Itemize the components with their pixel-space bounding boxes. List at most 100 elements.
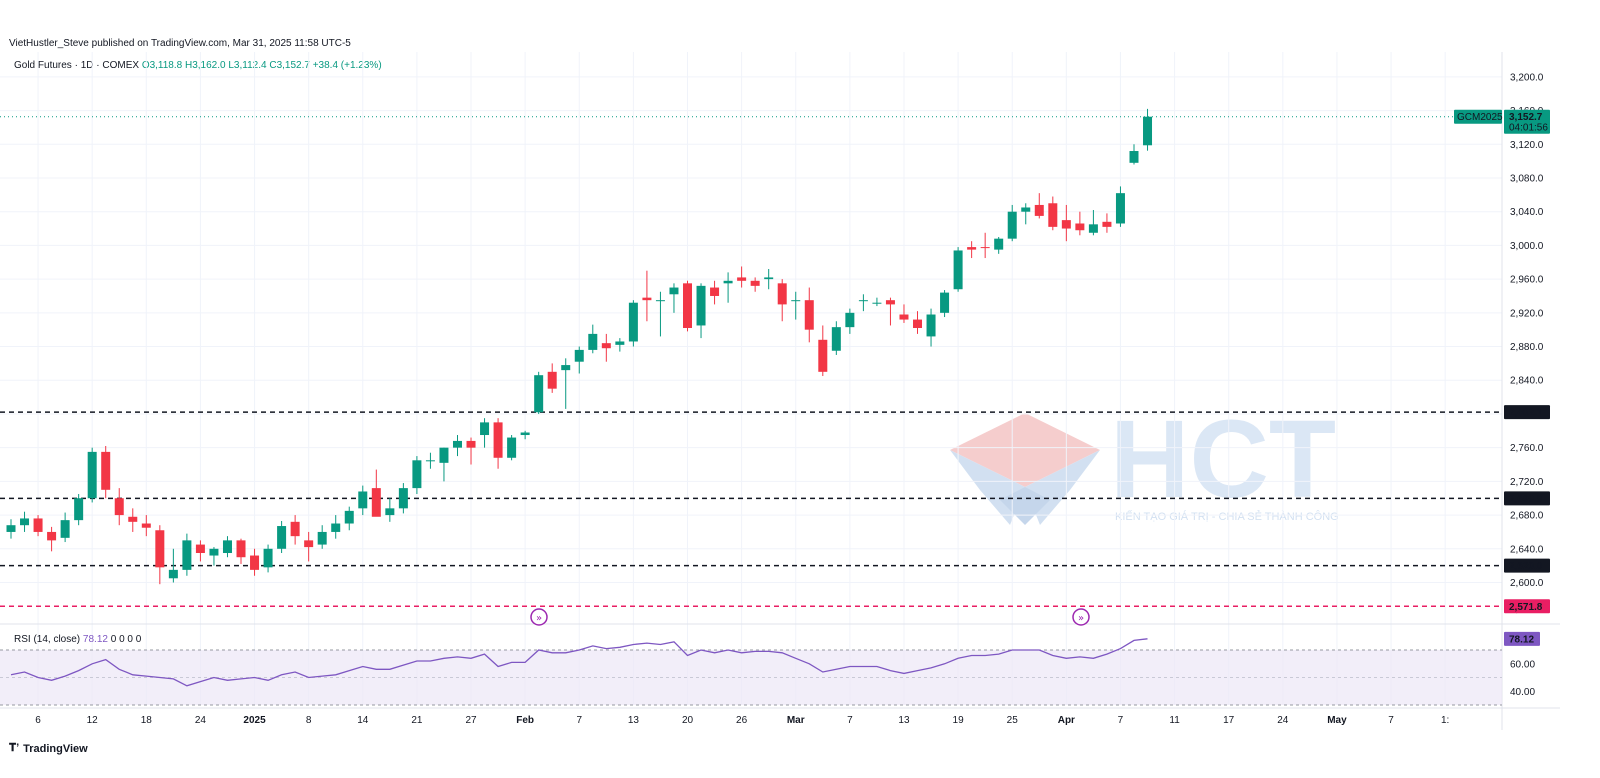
candle-body [1007, 211, 1017, 239]
time-tick-label: 18 [141, 715, 153, 726]
tradingview-icon: 𝐓’ [9, 742, 20, 754]
candle-body [425, 460, 435, 462]
candle-body [574, 349, 584, 362]
rsi-legend: RSI (14, close) 78.12 0 0 0 0 [14, 634, 141, 645]
hct-slogan: KIẾN TẠO GIÁ TRỊ - CHIA SẺ THÀNH CÔNG [1115, 510, 1339, 523]
price-tick-label: 2,720.0 [1510, 477, 1544, 488]
event-marker-jan-circle [530, 608, 548, 626]
candle-body [710, 287, 720, 296]
candle-body [1129, 151, 1139, 163]
high-value: H3,162.0 [185, 60, 226, 71]
candle-body [655, 300, 665, 302]
time-axis[interactable]: 6 12 18 24 2025 8 14 21 27 Feb 7 13 20 26 Mar 7 13 19 25 Ap… [35, 715, 1449, 726]
price-tick-label: 2,920.0 [1510, 308, 1544, 319]
price-tick-label: 3,040.0 [1510, 207, 1544, 218]
candles [6, 108, 1153, 585]
candle-body [764, 277, 774, 280]
price-tick-label: 3,080.0 [1510, 173, 1544, 184]
horizontal-levels [0, 116, 1502, 608]
time-tick-label: 11 [1169, 715, 1180, 726]
symbol-tag-label: GCM2025 [1457, 112, 1503, 123]
time-tick-label: 26 [736, 715, 748, 726]
candle-body [520, 432, 530, 436]
level-price-tag [1504, 599, 1550, 614]
price-axis[interactable]: 2,600.02,640.02,680.02,720.02,760.02,800… [1510, 72, 1544, 615]
candle-body [994, 238, 1004, 250]
candle-body [683, 283, 692, 328]
rsi-name: RSI (14, close) [14, 634, 81, 645]
candle-body [33, 518, 43, 532]
price-tick-label: 3,120.0 [1510, 140, 1544, 151]
rsi-tick-label: 60.00 [1510, 659, 1535, 670]
candle-body [182, 540, 192, 570]
candle-body [290, 521, 300, 537]
time-tick-label: 2025 [243, 715, 266, 726]
rsi-line [10, 638, 1148, 687]
candle-body [141, 523, 151, 528]
candle-body [642, 297, 652, 301]
candle-body [277, 526, 287, 549]
price-tick-label: 2,680.0 [1510, 511, 1544, 522]
symbol-tag [1454, 109, 1502, 124]
candle-body [872, 302, 882, 304]
time-tick-label: 13 [898, 715, 910, 726]
change-value: +38.4 (+1.23%) [312, 60, 382, 71]
candle-body [195, 544, 205, 554]
candle-body [1115, 193, 1125, 224]
candle-body [534, 375, 544, 413]
time-tick-label: 24 [195, 715, 207, 726]
candle-body [412, 460, 422, 489]
countdown-label: 04:01:56 [1509, 123, 1548, 134]
time-tick-label: Feb [516, 715, 534, 726]
hct-logo-text: HCT [1110, 398, 1336, 521]
candle-body [777, 283, 787, 305]
candle-body [723, 280, 733, 284]
time-tick-label: 20 [682, 715, 694, 726]
hct-logo-diamond-left [950, 450, 1025, 525]
candle-body [344, 510, 354, 524]
forward-icon: » [1078, 613, 1084, 624]
candle-body [439, 447, 449, 463]
candle-body [804, 300, 814, 330]
candle-body [737, 277, 747, 281]
candle-body [128, 516, 138, 522]
candle-body [1034, 204, 1044, 216]
time-tick-label: May [1327, 715, 1347, 726]
forward-icon: » [536, 613, 542, 624]
rsi-axis[interactable]: 40.00 60.00 [1510, 659, 1535, 698]
price-tick-label: 3,200.0 [1510, 72, 1544, 83]
candle-body [953, 250, 963, 290]
candle-body [885, 300, 895, 305]
time-tick-label: Mar [787, 715, 805, 726]
candle-body [317, 531, 327, 545]
publisher-line: VietHustler_Steve published on TradingVi… [9, 38, 351, 49]
event-marker-mar[interactable]: » [1072, 608, 1090, 626]
candle-body [60, 520, 70, 538]
time-tick-label: 13 [628, 715, 640, 726]
symbol-legend: Gold Futures · 1D · COMEX O3,118.8 H3,16… [14, 60, 382, 71]
last-price-label: 3,152.7 [1509, 112, 1543, 123]
candle-body [980, 247, 990, 249]
time-tick-label: 7 [847, 715, 853, 726]
hct-logo-diamond-right [1025, 450, 1100, 525]
candle-body [547, 371, 557, 389]
candle-body [967, 247, 977, 250]
price-tick-label: 3,000.0 [1510, 241, 1544, 252]
tradingview-logo[interactable]: 𝐓’ TradingView [9, 742, 88, 755]
rsi-value-tag-label: 78.12 [1509, 634, 1534, 645]
level-price-tag [1504, 405, 1550, 420]
time-tick-label: 6 [35, 715, 41, 726]
candle-body [101, 451, 111, 490]
open-value: O3,118.8 [141, 60, 183, 71]
candle-body [831, 327, 841, 351]
time-tick-label: 14 [357, 715, 369, 726]
hct-watermark: HCT KIẾN TẠO GIÁ TRỊ - CHIA SẺ THÀNH CÔN… [950, 398, 1339, 525]
candle-body [114, 498, 124, 516]
low-value: L3,112.4 [228, 60, 267, 71]
event-marker-jan[interactable]: » [530, 608, 548, 626]
time-tick-label: 7 [576, 715, 582, 726]
candle-body [601, 343, 611, 349]
time-tick-label: 1: [1441, 715, 1449, 726]
time-tick-label: 24 [1277, 715, 1289, 726]
